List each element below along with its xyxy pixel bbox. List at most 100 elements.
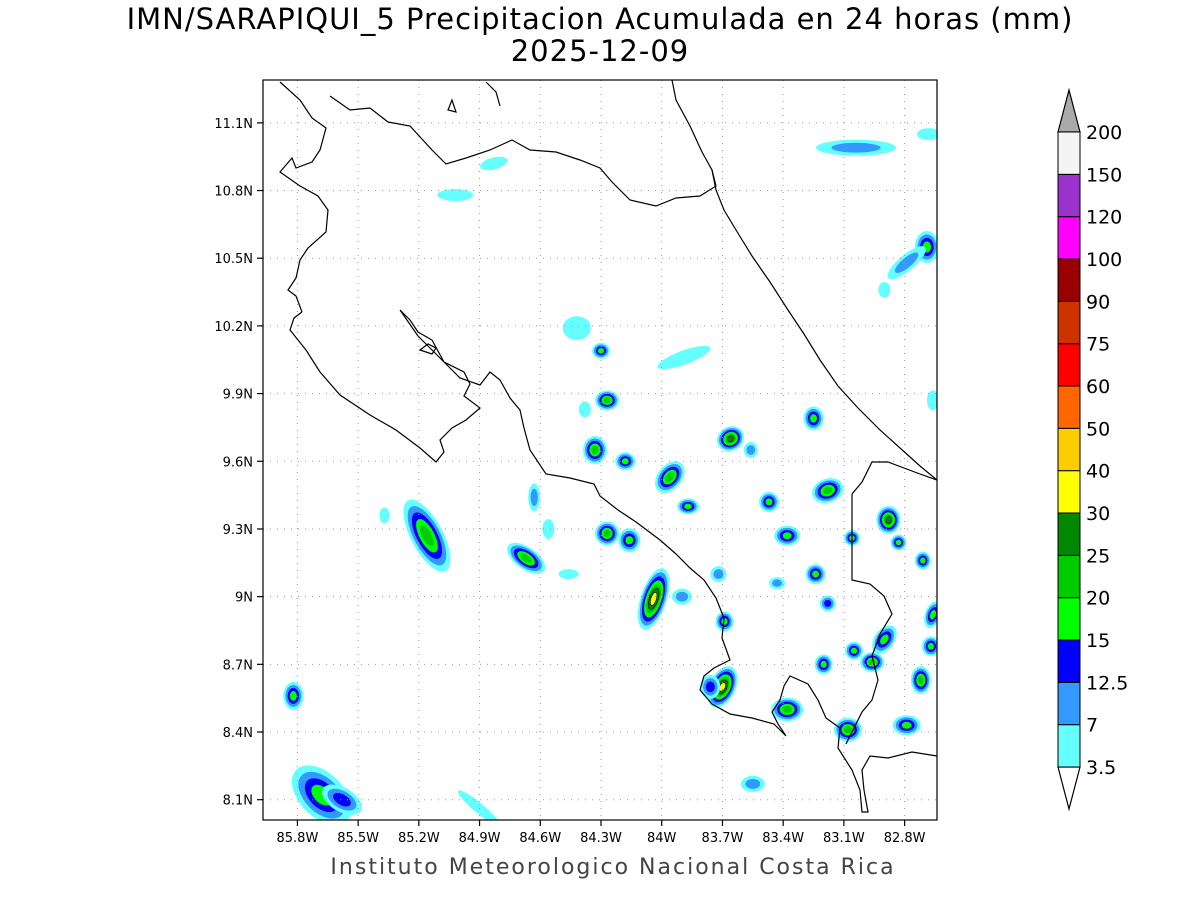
rain-contour (916, 128, 937, 141)
rain-contour (894, 252, 919, 273)
rain-contour (420, 525, 434, 547)
rain-cell (403, 499, 451, 572)
colorbar-level-label: 120 (1086, 207, 1122, 229)
rain-contour (705, 681, 715, 693)
lon-tick-label: 84.9W (459, 831, 501, 846)
colorbar-level-label: 20 (1086, 588, 1110, 610)
lat-tick-label: 8.1N (223, 794, 253, 809)
lon-tick-label: 85.5W (337, 831, 379, 846)
island-outline (447, 98, 457, 113)
colorbar-swatch (1057, 681, 1081, 726)
rain-cell (833, 717, 862, 742)
rain-contour (850, 647, 858, 654)
rain-contour (782, 706, 792, 713)
rain-cell (812, 478, 844, 504)
lon-tick-label: 85.8W (277, 831, 319, 846)
colorbar-swatch (1057, 554, 1081, 599)
rain-contour (929, 610, 937, 620)
colorbar-level-label: 3.5 (1086, 757, 1116, 779)
rain-contour (719, 682, 726, 692)
rain-contour (895, 539, 902, 546)
rain-contour (379, 507, 390, 524)
rain-contour (591, 446, 599, 454)
longitude-axis: 85.8W 85.5W 85.2W 84.9W 84.6W 84.3W 84W 83.7W 83… (277, 820, 926, 846)
colorbar-level-label: 100 (1086, 249, 1122, 271)
rain-cell (437, 189, 474, 202)
colorbar-swatch (1057, 470, 1081, 514)
rain-cell (887, 246, 926, 280)
colorbar-swatch (1057, 258, 1081, 302)
rain-cell (592, 342, 611, 359)
panama-border (851, 461, 937, 495)
colorbar-swatch (1057, 385, 1081, 429)
rain-contour (437, 189, 474, 202)
chart-title: IMN/SARAPIQUI_5 Precipitacion Acumulada … (126, 2, 1074, 36)
colorbar-swatch (1057, 173, 1081, 218)
chart-date: 2025-12-09 (510, 34, 690, 68)
rain-contour (480, 156, 508, 171)
colorbar-level-label: 200 (1086, 122, 1122, 144)
island-outline (418, 343, 437, 355)
rain-contour (621, 458, 629, 465)
rain-contour (772, 579, 783, 587)
rain-cell (740, 775, 765, 792)
lon-tick-label: 83.1W (823, 831, 865, 846)
lon-tick-label: 85.2W (398, 831, 440, 846)
rain-contour (289, 691, 297, 701)
rain-cell (677, 498, 700, 515)
panama-border (845, 494, 893, 745)
colorbar-swatch (1057, 300, 1081, 345)
nicaragua-border (279, 81, 329, 313)
lon-tick-label: 82.8W (884, 831, 926, 846)
lon-tick-label: 83.4W (762, 831, 804, 846)
rain-cell (759, 491, 780, 512)
lat-tick-label: 9.9N (223, 388, 253, 403)
rain-cell (671, 588, 692, 605)
rain-contour (782, 532, 792, 540)
rain-contour (333, 792, 351, 807)
rain-cell (321, 784, 362, 815)
rain-contour (665, 472, 675, 482)
rain-contour (812, 570, 820, 578)
lat-tick-label: 9N (235, 591, 253, 606)
rain-cell (700, 674, 721, 699)
lon-tick-label: 84.3W (580, 831, 622, 846)
rain-cell (769, 577, 786, 590)
rain-contour (597, 347, 605, 354)
lake-nicaragua-shore (485, 81, 501, 107)
rain-contour (603, 530, 611, 537)
colorbar-level-label: 7 (1086, 715, 1098, 737)
coastline-borders (279, 80, 937, 813)
rain-contour (880, 634, 889, 645)
lat-tick-label: 10.8N (214, 185, 253, 200)
rain-cell (878, 281, 891, 298)
rain-cell (542, 518, 555, 539)
colorbar-level-label: 15 (1086, 630, 1110, 652)
rain-contour (901, 721, 912, 729)
rain-contour (878, 281, 891, 298)
colorbar-level-label: 30 (1086, 503, 1110, 525)
colorbar-swatch (1057, 131, 1081, 175)
latitude-axis: 11.1N 10.8N 10.5N 10.2N 9.9N 9.6N 9.3N 9N 8.7N 8.… (214, 117, 263, 809)
precipitation-contours (283, 128, 937, 820)
rain-cell (803, 406, 824, 431)
rain-cell (805, 564, 826, 585)
rain-cell (743, 442, 758, 458)
rain-contour (657, 345, 711, 370)
rain-cell (562, 316, 591, 341)
colorbar-level-label: 25 (1086, 545, 1110, 567)
rain-cell (578, 401, 591, 418)
rain-contour (530, 488, 538, 506)
rain-cell (910, 666, 931, 695)
rain-cell (615, 452, 636, 471)
rain-cell (480, 156, 508, 171)
colorbar-swatch (1057, 216, 1081, 260)
rain-contour (843, 726, 852, 734)
rain-cell (916, 128, 937, 141)
lat-tick-label: 11.1N (214, 117, 253, 132)
rain-contour (684, 503, 692, 510)
rain-cell (892, 715, 921, 736)
colorbar-level-label: 75 (1086, 334, 1110, 356)
rain-cell (845, 641, 864, 660)
